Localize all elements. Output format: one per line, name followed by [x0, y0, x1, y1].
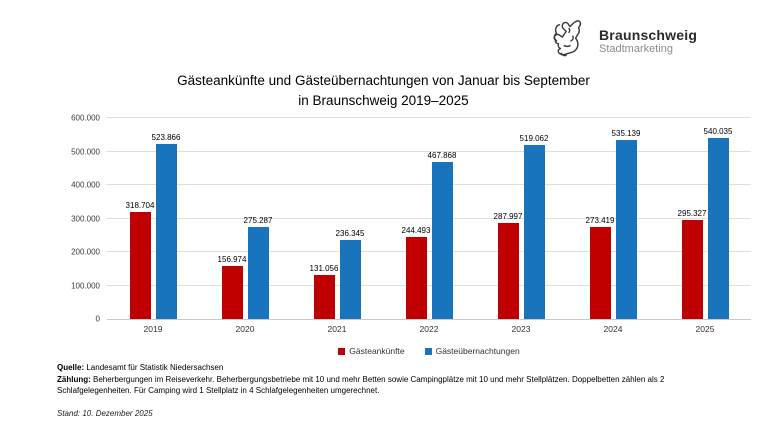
logo: Braunschweig Stadtmarketing: [548, 17, 697, 66]
legend-item: Gästeankünfte: [338, 346, 405, 356]
logo-sub-text: Stadtmarketing: [599, 42, 673, 55]
bar-chart: 318.704 523.866 156.974 275.287 131.056 236.3…: [57, 114, 751, 356]
footnote: Quelle: Landesamt für Statistik Niedersa…: [57, 362, 725, 397]
bar-value-label: 131.056: [309, 264, 339, 274]
x-axis-tick-label: 2021: [327, 324, 347, 334]
y-axis-tick-label: 600.000: [71, 113, 100, 123]
counting-text: Beherbergungen im Reiseverkehr. Beherber…: [57, 374, 665, 396]
x-axis-tick-label: 2020: [235, 324, 255, 334]
bar-group: 287.997 519.062: [475, 118, 567, 319]
plot-area: 318.704 523.866 156.974 275.287 131.056 236.3…: [71, 114, 751, 324]
bar-value-label: 295.327: [677, 209, 707, 219]
gridline: [107, 117, 751, 118]
counting-label: Zählung:: [57, 374, 91, 384]
source-line: Quelle: Landesamt für Statistik Niedersa…: [57, 362, 725, 374]
legend: Gästeankünfte Gästeübernachtungen: [107, 346, 751, 356]
bar-group: 244.493 467.868: [383, 118, 475, 319]
counting-line: Zählung: Beherbergungen im Reiseverkehr.…: [57, 374, 725, 397]
bar-value-label: 540.035: [703, 127, 733, 137]
bar-overnights: 467.868: [428, 151, 456, 319]
bar-groups: 318.704 523.866 156.974 275.287 131.056 236.3…: [107, 118, 751, 319]
bar-value-label: 318.704: [125, 201, 155, 211]
x-axis-labels: 2019 2020 2021 2022 2023 2024 2025: [107, 324, 751, 334]
bar-arrivals: 295.327: [678, 209, 706, 319]
bar-overnights: 519.062: [520, 134, 548, 319]
bar-arrivals: 244.493: [402, 226, 430, 319]
gridline: [107, 150, 751, 152]
bar-group: 131.056 236.345: [291, 118, 383, 319]
bar-value-label: 156.974: [217, 255, 247, 265]
bar-arrivals: 318.704: [126, 201, 154, 319]
bar-value-label: 467.868: [427, 151, 457, 161]
x-axis-tick-label: 2019: [143, 324, 163, 334]
y-axis-tick-label: 100.000: [71, 281, 100, 291]
legend-label: Gästeankünfte: [349, 346, 405, 356]
status-date: Stand: 10. Dezember 2025: [57, 409, 153, 418]
source-text: Landesamt für Statistik Niedersachsen: [84, 363, 224, 372]
x-axis-tick-label: 2023: [511, 324, 531, 334]
y-axis-tick-label: 0: [95, 314, 100, 324]
bar-arrivals: 131.056: [310, 264, 338, 319]
bar-group: 156.974 275.287: [199, 118, 291, 319]
gridline: [107, 184, 751, 186]
chart-title: Gästeankünfte und Gästeübernachtungen vo…: [0, 71, 767, 110]
bar-overnights: 275.287: [244, 216, 272, 319]
bar-overnights: 236.345: [336, 229, 364, 319]
gridline: [107, 217, 751, 219]
bar-arrivals: 156.974: [218, 255, 246, 319]
gridline: [107, 251, 751, 253]
chart-title-line1: Gästeankünfte und Gästeübernachtungen vo…: [177, 73, 590, 88]
bar-value-label: 287.997: [493, 211, 523, 221]
x-axis-tick-label: 2024: [603, 324, 623, 334]
braunschweig-lion-icon: [548, 17, 590, 66]
legend-label: Gästeübernachtungen: [435, 346, 520, 356]
bar-value-label: 236.345: [335, 228, 365, 238]
bar-value-label: 244.493: [401, 226, 431, 236]
bar-arrivals: 287.997: [494, 212, 522, 319]
x-axis-tick-label: 2022: [419, 324, 439, 334]
legend-swatch: [424, 347, 432, 355]
y-axis-tick-label: 200.000: [71, 247, 100, 257]
x-axis-tick-label: 2025: [695, 324, 715, 334]
bar-value-label: 535.139: [611, 128, 641, 138]
chart-title-line2: in Braunschweig 2019–2025: [298, 92, 469, 108]
bar-overnights: 523.866: [152, 133, 180, 319]
y-axis-tick-label: 500.000: [71, 147, 100, 156]
y-axis-tick-label: 300.000: [71, 214, 100, 223]
y-axis-tick-label: 400.000: [71, 180, 100, 190]
source-label: Quelle:: [57, 363, 85, 372]
bar-arrivals: 273.419: [586, 216, 614, 319]
logo-brand-text: Braunschweig: [599, 26, 698, 43]
gridline: [107, 284, 751, 286]
legend-item: Gästeübernachtungen: [424, 346, 520, 356]
legend-swatch: [338, 347, 346, 355]
bar-overnights: 540.035: [704, 127, 732, 319]
bar-value-label: 519.062: [519, 134, 549, 144]
bar-group: 273.419 535.139: [567, 118, 659, 319]
bar-value-label: 523.866: [151, 132, 181, 142]
bar-value-label: 273.419: [585, 216, 615, 226]
bar-group: 295.327 540.035: [659, 118, 751, 319]
bar-group: 318.704 523.866: [107, 118, 199, 319]
bar-overnights: 535.139: [612, 129, 640, 319]
bar-value-label: 275.287: [243, 215, 273, 225]
